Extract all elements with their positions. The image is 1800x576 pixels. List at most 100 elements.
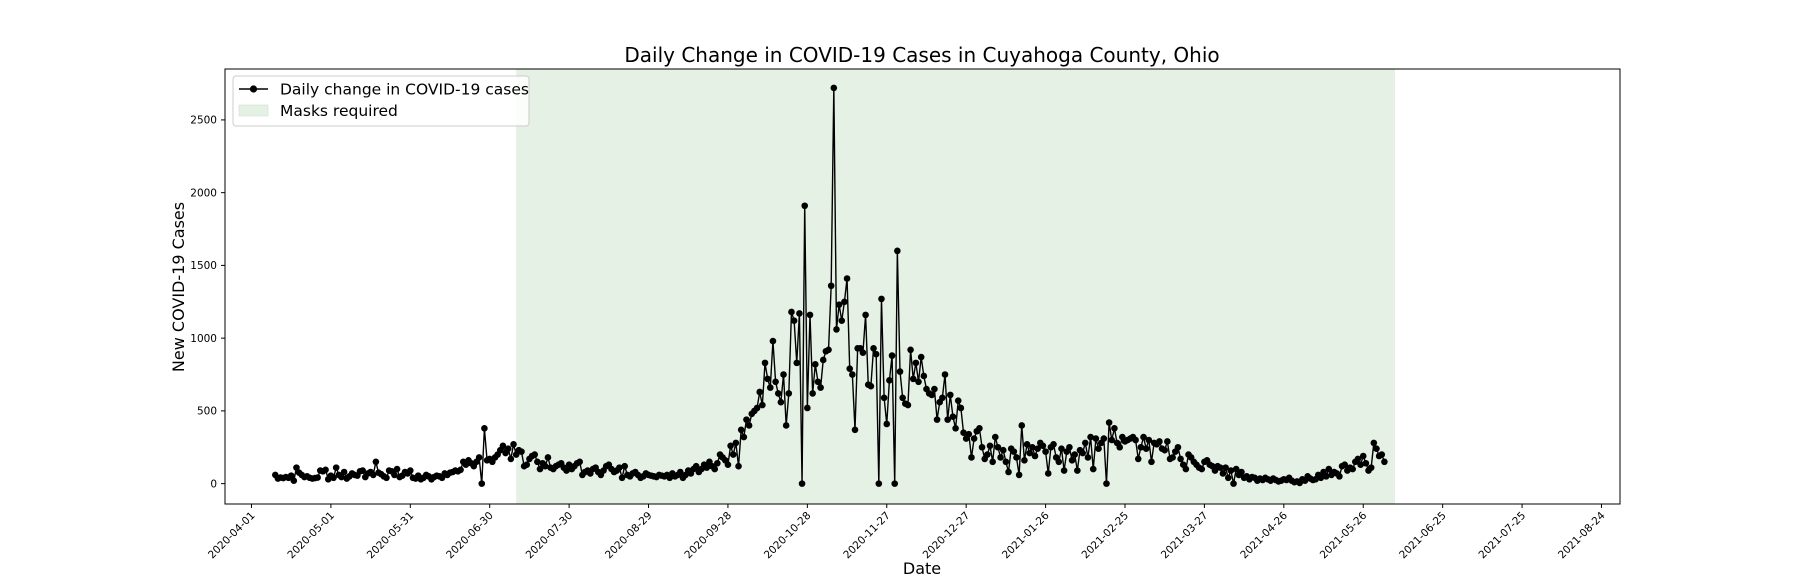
data-point bbox=[1381, 458, 1388, 466]
data-point bbox=[740, 433, 748, 441]
data-point bbox=[1013, 454, 1020, 461]
chart-title: Daily Change in COVID-19 Cases in Cuyaho… bbox=[624, 43, 1219, 67]
data-point bbox=[1002, 458, 1010, 466]
data-point bbox=[737, 426, 745, 434]
data-point bbox=[1066, 443, 1073, 451]
data-point bbox=[563, 467, 570, 474]
data-point bbox=[1108, 436, 1116, 444]
data-point bbox=[359, 467, 366, 474]
data-point bbox=[1227, 467, 1235, 474]
data-point bbox=[798, 480, 806, 487]
data-point bbox=[1148, 458, 1155, 466]
y-tick-label: 2500 bbox=[190, 115, 217, 127]
data-point bbox=[968, 454, 975, 461]
data-point bbox=[1164, 438, 1171, 445]
data-point bbox=[1092, 435, 1100, 442]
data-point bbox=[825, 346, 832, 354]
data-point bbox=[531, 451, 539, 458]
data-point bbox=[536, 465, 544, 473]
data-point bbox=[372, 458, 380, 466]
data-point bbox=[782, 422, 790, 429]
data-point bbox=[1142, 445, 1150, 453]
data-point bbox=[1357, 461, 1364, 469]
data-point bbox=[909, 375, 917, 383]
data-point bbox=[1161, 446, 1169, 454]
legend-patch-swatch bbox=[238, 104, 269, 117]
data-point bbox=[888, 352, 896, 359]
data-point bbox=[1134, 455, 1142, 463]
data-point bbox=[1169, 454, 1176, 461]
data-point bbox=[928, 391, 936, 399]
data-point bbox=[952, 425, 959, 432]
data-point bbox=[1322, 473, 1330, 480]
data-point bbox=[819, 356, 827, 364]
data-point bbox=[999, 446, 1007, 454]
data-point bbox=[1222, 464, 1229, 471]
data-point bbox=[1068, 457, 1076, 464]
data-point bbox=[457, 466, 464, 474]
data-point bbox=[904, 401, 912, 409]
data-point bbox=[703, 464, 711, 471]
data-point bbox=[1198, 465, 1206, 473]
y-tick-label: 1000 bbox=[190, 333, 217, 345]
y-tick-label: 0 bbox=[210, 478, 217, 490]
legend-label-masks: Masks required bbox=[280, 102, 398, 120]
data-point bbox=[711, 465, 719, 473]
data-point bbox=[931, 385, 938, 393]
data-point bbox=[340, 468, 348, 476]
data-point bbox=[827, 282, 835, 290]
data-point bbox=[1042, 448, 1049, 455]
data-point bbox=[764, 375, 771, 383]
data-point bbox=[1005, 468, 1012, 476]
data-point bbox=[806, 311, 814, 319]
data-point bbox=[1074, 467, 1081, 474]
data-point bbox=[391, 471, 398, 479]
data-point bbox=[1367, 464, 1375, 471]
data-point bbox=[817, 384, 824, 391]
data-point bbox=[1015, 471, 1023, 479]
data-point bbox=[1116, 443, 1124, 451]
data-point bbox=[759, 401, 766, 409]
data-point bbox=[833, 326, 840, 333]
data-point bbox=[1224, 474, 1232, 482]
data-point bbox=[621, 462, 629, 470]
data-point bbox=[851, 426, 859, 434]
data-point bbox=[1084, 454, 1092, 461]
data-point bbox=[499, 442, 507, 450]
data-point bbox=[875, 480, 883, 487]
data-point bbox=[1325, 465, 1333, 473]
data-point bbox=[534, 458, 541, 466]
data-point bbox=[1050, 441, 1057, 448]
data-point bbox=[1182, 465, 1190, 473]
y-tick-label: 2000 bbox=[190, 187, 217, 199]
data-point bbox=[1026, 449, 1034, 457]
data-point bbox=[933, 416, 941, 423]
data-point bbox=[1232, 465, 1240, 473]
data-point bbox=[841, 298, 848, 306]
legend-label-cases: Daily change in COVID-19 cases bbox=[280, 81, 529, 99]
data-point bbox=[1140, 433, 1147, 441]
data-point bbox=[772, 378, 779, 386]
data-point bbox=[1100, 435, 1108, 442]
data-point bbox=[941, 371, 949, 378]
data-point bbox=[332, 464, 340, 471]
data-point bbox=[939, 394, 946, 402]
data-point bbox=[946, 391, 954, 399]
data-point bbox=[1018, 422, 1026, 429]
data-point bbox=[944, 416, 951, 423]
data-point bbox=[1089, 465, 1097, 473]
data-point bbox=[774, 390, 782, 397]
data-point bbox=[504, 445, 512, 453]
data-point bbox=[1087, 433, 1094, 441]
data-point bbox=[862, 311, 869, 319]
x-axis-label: Date bbox=[903, 559, 941, 576]
data-point bbox=[984, 451, 991, 458]
data-point bbox=[777, 398, 785, 406]
data-point bbox=[1023, 441, 1031, 448]
data-point bbox=[896, 368, 904, 375]
data-point bbox=[997, 454, 1004, 461]
data-point bbox=[870, 345, 877, 352]
data-point bbox=[1349, 465, 1356, 473]
data-point bbox=[544, 454, 552, 461]
legend: Daily change in COVID-19 cases Masks req… bbox=[232, 75, 530, 127]
